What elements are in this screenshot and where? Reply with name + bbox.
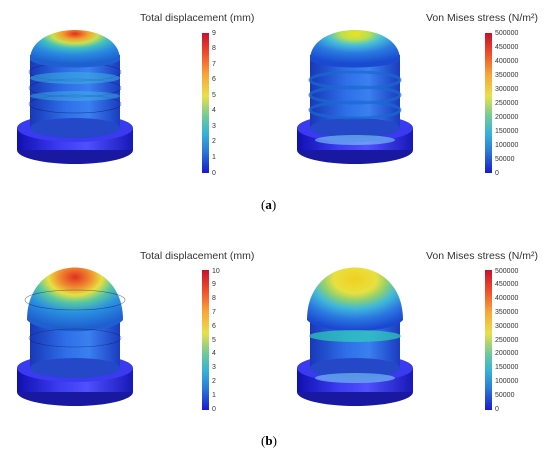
colorbar-tick-label: 4: [212, 350, 216, 358]
colorbar-tick-label: 7: [212, 308, 216, 316]
model-stress-b: [297, 267, 413, 406]
colorbar-tick-label: 500000: [495, 29, 519, 37]
colorbar-tick-label: 6: [212, 322, 216, 330]
colorbar-tick-label: 10: [212, 267, 220, 275]
colorbar-tick-label: 150000: [495, 127, 519, 135]
stress-title-a: Von Mises stress (N/m²): [426, 12, 539, 24]
colorbar-tick-label: 8: [212, 45, 216, 53]
colorbar-tick-label: 2: [212, 377, 216, 385]
colorbar-tick-label: 50000: [495, 391, 515, 399]
colorbar-tick-label: 250000: [495, 336, 519, 344]
colorbar-tick-label: 3: [212, 364, 216, 372]
colorbar-tick-label: 500000: [495, 267, 519, 275]
colorbar-tick-label: 100000: [495, 141, 519, 149]
colorbar-tick-label: 250000: [495, 99, 519, 107]
colorbar-tick-label: 400000: [495, 295, 519, 303]
stress-title-b: Von Mises stress (N/m²): [426, 250, 539, 262]
colorbar-tick-label: 200000: [495, 350, 519, 358]
colorbar-displacement-b: [202, 270, 209, 410]
colorbar-tick-label: 6: [212, 76, 216, 84]
colorbar-tick-label: 1: [212, 391, 216, 399]
colorbar-tick-label: 1: [212, 153, 216, 161]
colorbar-tick-label: 300000: [495, 322, 519, 330]
colorbar-tick-label: 0: [495, 405, 499, 413]
colorbar-tick-label: 0: [495, 169, 499, 177]
colorbar-tick-label: 150000: [495, 364, 519, 372]
colorbar-tick-label: 50000: [495, 155, 515, 163]
model-displacement-a: [17, 30, 133, 164]
colorbar-tick-label: 350000: [495, 308, 519, 316]
colorbar-tick-label: 200000: [495, 113, 519, 121]
colorbar-stress-b: [485, 270, 492, 410]
colorbar-tick-label: 9: [212, 29, 216, 37]
model-displacement-b: [17, 267, 133, 406]
colorbar-displacement-a: [202, 33, 209, 173]
colorbar-tick-label: 400000: [495, 57, 519, 65]
colorbar-tick-label: 0: [212, 405, 216, 413]
colorbar-tick-label: 300000: [495, 85, 519, 93]
colorbar-tick-label: 2: [212, 138, 216, 146]
colorbar-tick-label: 9: [212, 281, 216, 289]
colorbar-tick-label: 100000: [495, 377, 519, 385]
colorbar-tick-label: 4: [212, 107, 216, 115]
displacement-title-b: Total displacement (mm): [140, 250, 255, 262]
colorbar-tick-label: 450000: [495, 43, 519, 51]
displacement-title-a: Total displacement (mm): [140, 12, 255, 24]
colorbar-tick-label: 7: [212, 60, 216, 68]
colorbar-tick-label: 350000: [495, 71, 519, 79]
colorbar-tick-label: 0: [212, 169, 216, 177]
caption-b: (b): [261, 433, 277, 448]
caption-a: (a): [261, 197, 277, 212]
colorbar-stress-a: [485, 33, 492, 173]
colorbar-tick-label: 5: [212, 336, 216, 344]
colorbar-tick-label: 3: [212, 122, 216, 130]
colorbar-tick-label: 8: [212, 295, 216, 303]
model-stress-a: [297, 30, 413, 164]
colorbar-tick-label: 450000: [495, 281, 519, 289]
colorbar-tick-label: 5: [212, 91, 216, 99]
